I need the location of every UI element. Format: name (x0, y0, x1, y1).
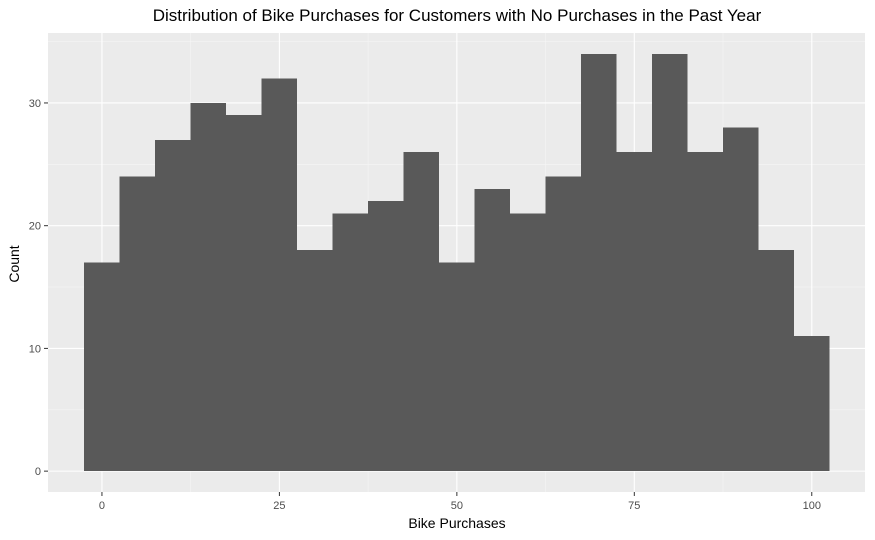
histogram-bar (545, 176, 582, 472)
histogram-bar (616, 152, 653, 472)
histogram-bar (794, 336, 830, 472)
histogram-bar (687, 152, 724, 472)
histogram-bar (403, 152, 440, 472)
histogram-bar (155, 139, 191, 472)
x-tick-label: 25 (273, 500, 285, 512)
histogram-bars (84, 53, 830, 472)
y-tick-label: 0 (35, 466, 41, 478)
histogram-bar (332, 213, 369, 472)
histogram-bar (84, 262, 120, 472)
x-tick-label: 75 (628, 500, 640, 512)
histogram-bar (190, 102, 227, 472)
x-tick-label: 100 (803, 500, 821, 512)
chart-title: Distribution of Bike Purchases for Custo… (153, 6, 762, 25)
x-tick-label: 50 (451, 500, 463, 512)
y-tick-label: 20 (29, 221, 41, 233)
histogram-bar (119, 176, 156, 472)
histogram-bar (581, 53, 617, 472)
histogram-bar (474, 188, 511, 472)
y-tick-label: 30 (29, 98, 41, 110)
x-axis: 0 25 50 75 100 (99, 492, 821, 512)
histogram-bar (261, 78, 298, 472)
histogram-bar (723, 127, 759, 472)
histogram-bar (368, 201, 404, 472)
histogram-bar (439, 262, 475, 472)
histogram-bar (297, 250, 333, 472)
x-tick-label: 0 (99, 500, 105, 512)
y-axis-title: Count (6, 245, 22, 282)
x-axis-title: Bike Purchases (408, 515, 505, 531)
y-axis: 0 10 20 30 (29, 98, 48, 478)
histogram-bar (758, 250, 795, 472)
histogram-bar (652, 53, 688, 472)
histogram-bar (226, 115, 262, 472)
histogram-bar (510, 213, 546, 472)
y-tick-label: 10 (29, 343, 41, 355)
